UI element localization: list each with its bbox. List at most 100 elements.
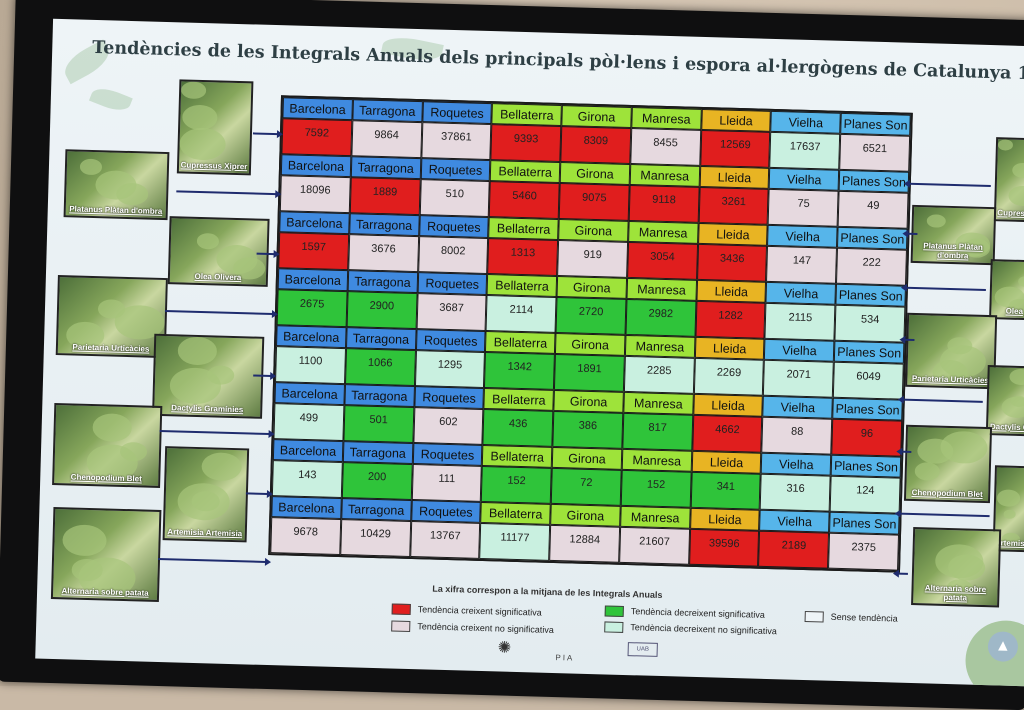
decorative-leaf: [88, 83, 133, 116]
leaf-shape: [177, 336, 218, 366]
pointer-arrow-icon: [245, 492, 268, 495]
pointer-arrow-icon: [159, 429, 270, 436]
leaf-shape: [1001, 396, 1024, 419]
value-cell: 152: [620, 469, 692, 508]
station-header-cell: Roquetes: [410, 499, 482, 523]
station-header-cell: Bellaterra: [491, 103, 562, 127]
station-header-cell: Bellaterra: [490, 160, 561, 184]
pollen-plant-photo: Olea Olivera: [167, 216, 270, 287]
value-cell: 17637: [769, 131, 841, 170]
value-cell: 72: [550, 467, 622, 506]
value-cell: 2900: [346, 291, 418, 330]
value-cell: 200: [341, 462, 413, 500]
station-header-cell: Vielha: [761, 452, 832, 476]
value-cell: 75: [768, 188, 839, 227]
station-header-cell: Girona: [555, 332, 626, 356]
value-cell: 1282: [695, 300, 766, 339]
station-header-cell: Roquetes: [412, 443, 483, 466]
pia-logo-text: PIA: [555, 653, 575, 663]
leaf-shape: [201, 452, 243, 482]
station-header-cell: Roquetes: [421, 101, 493, 125]
value-cell: 96: [831, 418, 903, 457]
photo-caption: Chenopodium Blet: [911, 487, 983, 499]
value-cell: 222: [836, 247, 907, 286]
station-header-cell: Barcelona: [277, 268, 348, 292]
photo-caption: Platanus Plàtan d'ombra: [69, 204, 163, 216]
pointer-arrow-icon: [907, 232, 918, 236]
trend-table: Barcelona Tarragona Roquetes Bellaterra Giro…: [268, 95, 913, 573]
value-cell: 2071: [763, 359, 835, 398]
leaf-shape: [182, 104, 218, 130]
legend-label: Tendència decreixent significativa: [630, 606, 765, 620]
value-cell: 10429: [339, 519, 411, 557]
value-cell: 2269: [693, 357, 765, 396]
pollen-plant-photo: Alternaria sobre patata: [50, 507, 162, 602]
station-header-cell: Planes Son: [837, 226, 908, 250]
leaf-shape: [940, 430, 989, 465]
legend-swatch: [391, 603, 411, 616]
pointer-arrow-icon: [904, 338, 915, 341]
station-header-cell: Lleida: [689, 507, 761, 531]
leaf-shape: [997, 139, 1014, 151]
pointer-arrow-icon: [176, 190, 277, 196]
legend-label: Tendència decreixent no significativa: [630, 622, 778, 637]
value-cell: 3676: [347, 234, 419, 273]
value-cell: 2114: [485, 295, 557, 333]
value-cell: 4662: [691, 414, 763, 453]
value-cell: 3054: [626, 241, 698, 280]
value-cell: 111: [411, 464, 483, 502]
station-header-cell: Lleida: [697, 222, 769, 246]
legend-item-decreasing-nonsignificant: Tendència decreixent no significativa: [604, 621, 777, 637]
station-header-cell: Vielha: [769, 167, 840, 191]
station-header-cell: Bellaterra: [483, 387, 555, 411]
value-cell: 124: [829, 475, 901, 514]
station-header-cell: Bellaterra: [488, 217, 559, 240]
station-header-cell: Manresa: [623, 391, 694, 415]
value-cell: 8309: [560, 126, 632, 164]
photo-caption: Dactylis Gr: [989, 422, 1024, 432]
pollen-plant-photo: Parietaria Urticàcies: [55, 275, 168, 359]
value-cell: 5460: [489, 181, 560, 220]
station-header-cell: Manresa: [621, 448, 692, 472]
value-cell: 2675: [276, 289, 348, 328]
legend-swatch: [604, 621, 624, 634]
pollen-plant-photo: Platanus Plàtan d'ombra: [910, 204, 997, 266]
leaf-shape: [169, 367, 222, 405]
pollen-plant-photo: Dactylis Gr: [985, 365, 1024, 437]
value-cell: 39596: [688, 528, 760, 567]
leaf-shape: [179, 127, 227, 161]
station-header-cell: Tarragona: [344, 384, 415, 408]
station-header-cell: Bellaterra: [485, 331, 556, 354]
station-header-cell: Barcelona: [271, 496, 342, 520]
leaf-shape: [994, 286, 1024, 308]
value-cell: 817: [622, 412, 693, 451]
pointer-arrow-icon: [252, 132, 278, 136]
station-header-cell: Roquetes: [413, 386, 485, 409]
leaf-shape: [1017, 275, 1024, 288]
value-cell: 2982: [625, 298, 697, 337]
station-header-cell: Roquetes: [415, 329, 486, 353]
photo-caption: Alternaria sobre patata: [61, 586, 149, 598]
value-cell: 1597: [278, 232, 349, 271]
legend-item-increasing-significant: Tendència creixent significativa: [391, 603, 542, 618]
station-header-cell: Planes Son: [835, 283, 906, 307]
station-header-cell: Barcelona: [282, 97, 353, 121]
station-header-cell: Tarragona: [341, 498, 412, 521]
value-cell: 143: [271, 460, 343, 499]
leaf-shape: [92, 413, 133, 442]
value-cell: 1889: [349, 177, 421, 216]
value-cell: 6521: [839, 133, 911, 172]
leaf-shape: [1008, 185, 1024, 207]
pointer-arrow-icon: [897, 572, 908, 575]
leaf-shape: [180, 81, 206, 100]
photo-caption: Dactylis Gramínies: [171, 403, 244, 415]
station-header-cell: Planes Son: [838, 169, 910, 193]
photo-caption: Alternaria sobre patata: [924, 583, 987, 603]
legend-label: Tendència creixent no significativa: [417, 621, 554, 636]
legend-label: Tendència creixent significativa: [417, 604, 542, 618]
station-header-cell: Lleida: [696, 279, 767, 303]
footer-logos: ✺ PIA UAB: [497, 635, 678, 666]
pollen-plant-photo: Cupressus: [993, 137, 1024, 223]
station-header-cell: Girona: [550, 503, 621, 527]
pollen-plant-photo: Parietaria Urticàcies: [905, 312, 998, 390]
